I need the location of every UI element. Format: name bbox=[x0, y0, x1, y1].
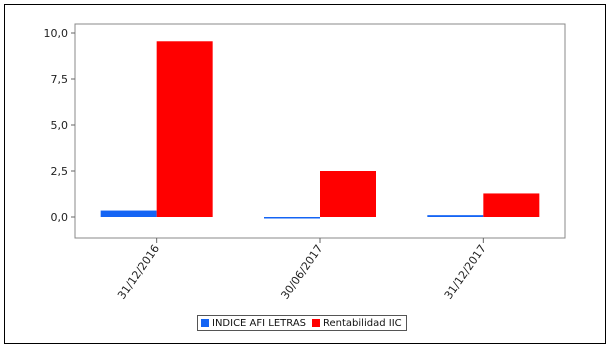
x-tick-label: 31/12/2016 bbox=[115, 242, 162, 301]
bar-indice-afi-letras bbox=[100, 210, 157, 217]
legend-item: Rentabilidad IIC bbox=[312, 318, 402, 329]
legend-item: INDICE AFI LETRAS bbox=[201, 318, 306, 329]
x-tick-label: 31/12/2017 bbox=[442, 242, 489, 301]
y-tick-label: 0,0 bbox=[51, 211, 69, 224]
legend-swatch bbox=[201, 319, 209, 327]
y-tick-label: 10,0 bbox=[44, 27, 69, 40]
y-axis: 10,0 7,5 5,0 2,5 0,0 bbox=[44, 27, 75, 224]
y-tick-label: 5,0 bbox=[51, 119, 69, 132]
bar-rentabilidad-iic bbox=[483, 193, 540, 217]
bar-indice-afi-letras bbox=[264, 217, 320, 219]
legend-label: Rentabilidad IIC bbox=[323, 317, 402, 329]
legend: INDICE AFI LETRAS Rentabilidad IIC bbox=[197, 315, 407, 331]
y-tick-label: 2,5 bbox=[51, 165, 69, 178]
bar-indice-afi-letras bbox=[427, 215, 484, 217]
x-axis: 31/12/2016 30/06/2017 31/12/2017 bbox=[115, 238, 489, 302]
bar-rentabilidad-iic bbox=[320, 171, 376, 217]
x-tick-label: 30/06/2017 bbox=[278, 242, 325, 301]
legend-label: INDICE AFI LETRAS bbox=[212, 317, 307, 329]
legend-swatch bbox=[312, 319, 321, 327]
bar-rentabilidad-iic bbox=[156, 41, 213, 217]
bars bbox=[100, 41, 540, 219]
y-tick-label: 7,5 bbox=[51, 73, 69, 86]
